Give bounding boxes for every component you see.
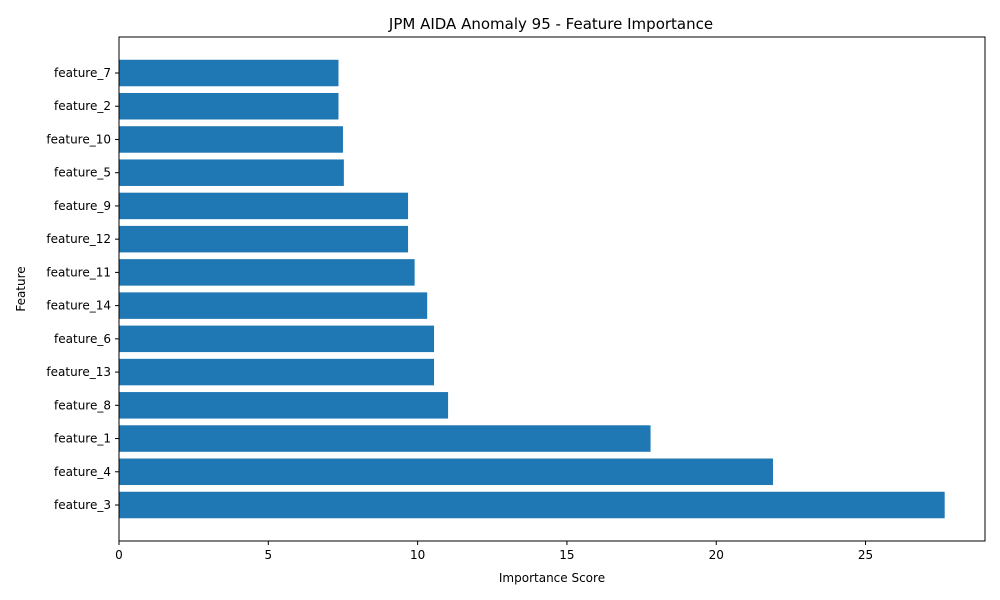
y-tick-label: feature_14 (46, 299, 111, 313)
y-tick-label: feature_9 (54, 199, 111, 213)
bar-feature_14 (119, 292, 428, 319)
bar-feature_6 (119, 325, 435, 353)
y-tick-label: feature_4 (54, 465, 111, 479)
y-tick-label: feature_2 (54, 99, 111, 113)
bar-feature_13 (119, 358, 435, 386)
plot-area-frame (118, 36, 986, 542)
y-tick-label: feature_6 (54, 332, 111, 346)
y-tick-label: feature_1 (54, 432, 111, 446)
bar-feature_3 (119, 491, 945, 519)
bar-feature_5 (119, 159, 344, 186)
bar-feature_2 (119, 92, 339, 120)
x-tick-label: 25 (858, 548, 873, 562)
x-tick-label: 5 (264, 548, 272, 562)
chart-title: JPM AIDA Anomaly 95 - Feature Importance (388, 15, 713, 33)
y-tick-label: feature_12 (46, 232, 111, 246)
bar-feature_1 (119, 425, 651, 452)
bar-feature_11 (119, 259, 415, 286)
x-tick-label: 10 (410, 548, 425, 562)
x-tick-label: 20 (709, 548, 724, 562)
x-tick-label: 15 (559, 548, 574, 562)
y-tick-label: feature_3 (54, 498, 111, 512)
y-axis-label: Feature (14, 266, 28, 311)
bar-feature_8 (119, 392, 449, 419)
y-tick-label: feature_8 (54, 398, 111, 412)
y-tick-label: feature_11 (46, 265, 111, 279)
y-tick-label: feature_10 (46, 132, 111, 146)
bar-feature_12 (119, 225, 409, 253)
bar-feature_4 (119, 458, 773, 486)
x-axis-label: Importance Score (499, 571, 605, 585)
bar-feature_9 (119, 192, 409, 220)
bars-group (119, 59, 945, 519)
x-tick-label: 0 (115, 548, 123, 562)
bar-feature_10 (119, 126, 343, 153)
bar-feature_7 (119, 59, 339, 87)
y-tick-label: feature_13 (46, 365, 111, 379)
y-axis-ticks: feature_3 feature_4 feature_1 feature_8 feat… (46, 66, 119, 512)
y-tick-label: feature_5 (54, 166, 111, 180)
y-tick-label: feature_7 (54, 66, 111, 80)
x-axis-ticks: 0 5 10 15 20 25 (115, 541, 873, 562)
